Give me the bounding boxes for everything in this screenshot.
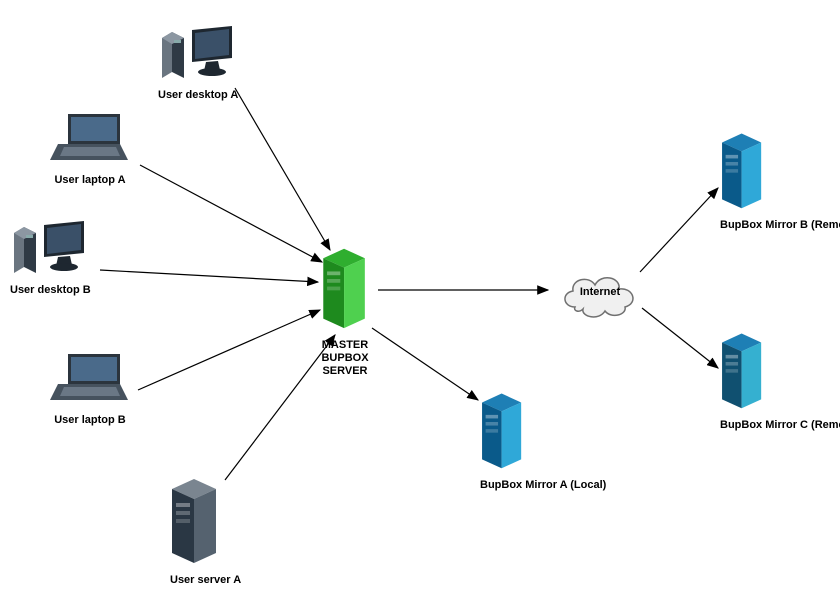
server-icon — [720, 330, 765, 415]
node-master: MASTER BUPBOX SERVER — [320, 245, 370, 379]
diagram-canvas: User desktop A User laptop A User deskto… — [0, 0, 840, 602]
zigzag-connector — [135, 165, 285, 272]
laptop-icon — [50, 110, 130, 170]
node-label: User laptop B — [50, 414, 130, 426]
node-user-laptop-b: User laptop B — [50, 350, 130, 426]
laptop-icon — [50, 350, 130, 410]
node-user-laptop-a: User laptop A — [50, 110, 130, 186]
zigzag-highlight — [135, 298, 290, 395]
server-icon — [720, 130, 765, 215]
node-label: User server A — [170, 574, 220, 586]
node-mirror-a: BupBox Mirror A (Local) — [480, 390, 525, 491]
node-label: User desktop B — [10, 284, 90, 296]
desktop-icon — [158, 20, 238, 85]
node-label: User desktop A — [158, 89, 238, 101]
edge-arrow — [640, 188, 718, 272]
node-label: User laptop A — [50, 174, 130, 186]
edge-arrow — [642, 308, 718, 368]
edge-arrow — [100, 270, 318, 282]
node-mirror-b: BupBox Mirror B (Remote) — [720, 130, 765, 231]
edge-arrow — [235, 88, 330, 250]
node-user-desktop-b: User desktop B — [10, 215, 90, 296]
node-label: BupBox Mirror C (Remote) — [720, 419, 765, 431]
zigzag-connector — [135, 298, 290, 395]
node-internet: Internet — [555, 265, 645, 325]
edge-arrow — [372, 328, 478, 400]
node-user-desktop-a: User desktop A — [158, 20, 238, 101]
node-mirror-c: BupBox Mirror C (Remote) — [720, 330, 765, 431]
node-label: BupBox Mirror B (Remote) — [720, 219, 765, 231]
desktop-icon — [10, 215, 90, 280]
server-icon — [480, 390, 525, 475]
server-icon — [320, 245, 370, 335]
node-label: Internet — [555, 286, 645, 298]
edge-arrow — [138, 310, 320, 390]
node-label: MASTER BUPBOX SERVER — [310, 339, 380, 379]
node-label: BupBox Mirror A (Local) — [480, 479, 525, 491]
server-icon — [170, 475, 220, 570]
node-user-server-a: User server A — [170, 475, 220, 586]
connectors-layer — [0, 0, 840, 602]
zigzag-highlight — [135, 165, 285, 272]
edge-arrow — [140, 165, 322, 262]
